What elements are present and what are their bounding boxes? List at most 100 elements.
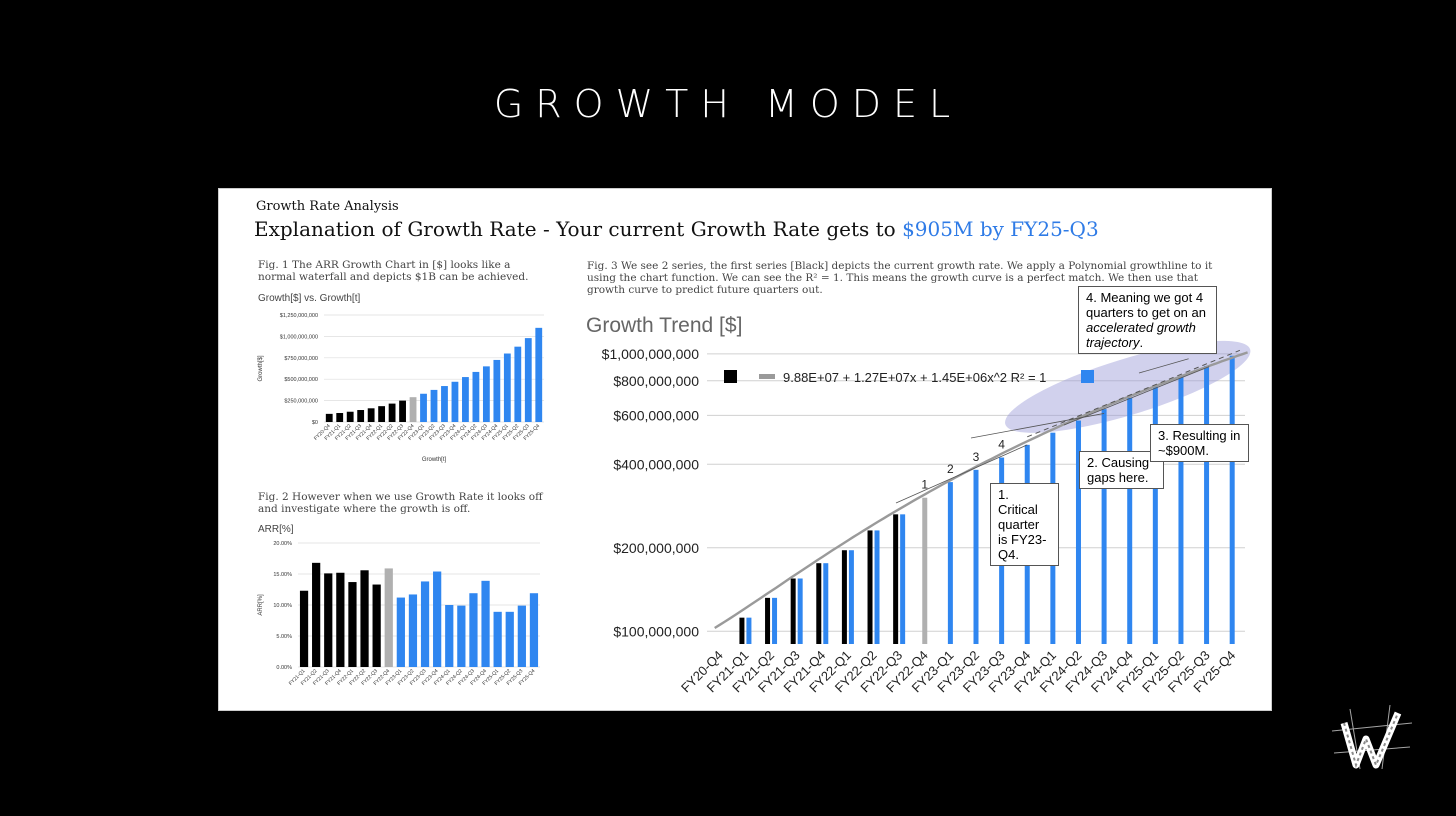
- chart3-bar-annotation: 1: [921, 478, 928, 492]
- chart2-bar: [457, 605, 466, 667]
- chart2-bar: [384, 568, 393, 667]
- headline-text: Explanation of Growth Rate - Your curren…: [254, 217, 903, 241]
- chart2-bar: [312, 562, 321, 667]
- chart2-bar: [493, 611, 502, 667]
- chart2-title: ARR[%]: [258, 524, 294, 535]
- chart3-bar-projected: [848, 550, 854, 644]
- chart3-legend-swatch-current: [724, 370, 737, 383]
- section-title: Growth Rate Analysis: [256, 199, 399, 214]
- chart2-bar: [299, 590, 309, 667]
- chart1-bar: [325, 413, 333, 422]
- chart1-ytick: $250,000,000: [284, 399, 318, 405]
- chart3-bar-current: [893, 514, 899, 644]
- chart1-bar: [482, 366, 490, 422]
- chart2-ytick: 15.00%: [273, 572, 292, 578]
- chart1-bar: [462, 377, 469, 422]
- chart1-bar: [367, 408, 375, 422]
- fig2-caption: Fig. 2 However when we use Growth Rate i…: [258, 491, 543, 515]
- chart3-bar-projected: [772, 597, 778, 644]
- chart3-ytick: $1,000,000,000: [602, 346, 700, 362]
- chart1-bar: [336, 413, 344, 422]
- chart1-bar: [493, 359, 501, 422]
- chart1-xlabel: Growth[t]: [422, 457, 447, 463]
- chart1-bar: [514, 346, 522, 422]
- chart3-bar-projected: [797, 578, 803, 644]
- chart3-bar-projected: [947, 482, 953, 644]
- chart1-bar: [472, 371, 480, 422]
- chart3-bar-current: [790, 578, 796, 644]
- chart1-bar: [524, 338, 532, 422]
- chart3-callout-pointer: [1138, 358, 1189, 374]
- chart2-bar: [445, 605, 454, 667]
- chart2-ylabel: ARR[%]: [258, 594, 264, 616]
- chart3-legend-swatch-projected: [1081, 370, 1094, 383]
- headline: Explanation of Growth Rate - Your curren…: [254, 217, 1099, 241]
- chart3-bar-projected: [1204, 365, 1210, 644]
- chart2-ytick: 0.00%: [276, 665, 292, 671]
- fig3-caption: Fig. 3 We see 2 series, the first series…: [587, 260, 1213, 296]
- chart3-bar-projected: [1127, 397, 1133, 644]
- chart1-bar: [420, 393, 427, 422]
- fig1-caption: Fig. 1 The ARR Growth Chart in [$] looks…: [258, 259, 529, 283]
- callout-accelerated-end: .: [1139, 335, 1144, 350]
- chart3-legend-trend-label: 9.88E+07 + 1.27E+07x + 1.45E+06x^2 R² = …: [783, 370, 1046, 385]
- chart2-bar: [420, 581, 430, 667]
- chart1-ytick: $0: [312, 420, 318, 426]
- chart1-bar: [430, 389, 438, 422]
- callout-accelerated: 4. Meaning we got 4 quarters to get on a…: [1078, 286, 1217, 354]
- chart3-bar-annotation: 2: [947, 462, 954, 476]
- chart3-bar-current: [739, 617, 745, 644]
- chart1-bar: [409, 397, 417, 422]
- chart1-ytick: $1,250,000,000: [280, 313, 318, 319]
- chart3-title: Growth Trend [$]: [586, 314, 742, 337]
- chart3-bar-projected: [823, 563, 829, 644]
- chart3-bar-projected: [874, 530, 880, 644]
- chart1-bar: [346, 411, 354, 422]
- chart3-callout-pointer: [1063, 366, 1210, 426]
- chart1-bar: [357, 410, 365, 422]
- chart3-bar-projected: [1075, 420, 1081, 644]
- arr-percent-chart: ARR[%]0.00%5.00%10.00%15.00%20.00%FY21-Q…: [258, 524, 540, 687]
- chart3-bar-current: [867, 530, 873, 644]
- chart2-bar: [433, 571, 442, 667]
- chart1-bar: [503, 353, 511, 422]
- growth-dollar-chart: Growth[$] vs. Growth[t] $0 $250,000,000 $50…: [258, 293, 544, 463]
- chart3-bar-projected: [900, 514, 906, 644]
- chart3-bar-annotation: 3: [973, 450, 980, 464]
- slide-title: GROWTH MODEL: [493, 82, 963, 126]
- chart3-ytick: $800,000,000: [613, 373, 699, 389]
- chart3-dashed-line: [1027, 349, 1241, 438]
- chart2-ytick: 20.00%: [273, 541, 292, 547]
- chart2-ytick: 10.00%: [273, 603, 292, 609]
- chart3-ytick: $400,000,000: [613, 456, 699, 472]
- callout-gaps: 2. Causing gaps here.: [1079, 451, 1164, 489]
- chart1-bar: [451, 381, 459, 422]
- chart3-callout-pointer: [895, 444, 1028, 504]
- chart1-title: Growth[$] vs. Growth[t]: [258, 293, 360, 304]
- callout-critical-quarter: 1. Critical quarter is FY23-Q4.: [990, 483, 1059, 566]
- chart2-bar: [324, 573, 333, 667]
- chart3-bar-projected: [1178, 376, 1184, 644]
- chart2-ytick: 5.00%: [276, 634, 292, 640]
- chart3-bar-projected: [1152, 386, 1158, 644]
- chart3-bar-projected: [746, 617, 752, 644]
- chart3-ytick: $200,000,000: [613, 540, 699, 556]
- chart2-bar: [469, 593, 478, 667]
- chart1-bar: [441, 386, 448, 422]
- chart1-ytick: $750,000,000: [284, 356, 318, 362]
- chart2-bar: [336, 572, 345, 667]
- chart1-bar: [399, 400, 406, 422]
- chart2-bar: [517, 605, 526, 667]
- callout-accelerated-text: 4. Meaning we got 4 quarters to get on a…: [1086, 290, 1206, 320]
- callout-accelerated-italic: accelerated growth trajectory: [1086, 320, 1196, 350]
- chart2-bar: [505, 611, 514, 667]
- chart1-bar: [388, 403, 396, 422]
- chart3-bar-current: [816, 563, 822, 644]
- chart3-ytick: $100,000,000: [613, 623, 699, 639]
- chart2-bar: [348, 582, 357, 667]
- chart2-bar: [529, 593, 539, 667]
- chart2-bar: [481, 580, 490, 667]
- chart1-ylabel: Growth[$]: [258, 355, 264, 381]
- chart2-bar: [396, 597, 405, 667]
- analysis-card: Growth Rate Analysis Explanation of Grow…: [218, 188, 1272, 711]
